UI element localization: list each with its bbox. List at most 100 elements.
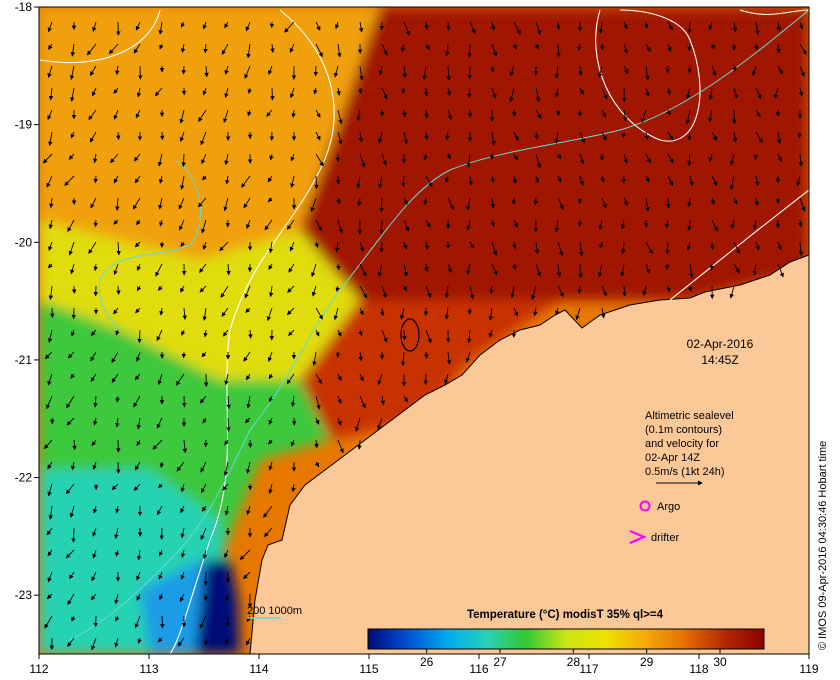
velocity-arrow <box>67 637 75 647</box>
velocity-arrow <box>667 153 674 164</box>
velocity-arrow <box>110 153 119 164</box>
velocity-arrow <box>467 307 473 315</box>
velocity-arrow <box>732 109 737 125</box>
velocity-arrow <box>69 571 75 580</box>
sst-yellow-mid <box>39 220 360 380</box>
velocity-arrow <box>557 241 564 257</box>
velocity-arrow <box>158 197 163 210</box>
velocity-arrow <box>136 593 141 601</box>
velocity-arrow <box>577 43 582 52</box>
velocity-arrow <box>359 153 366 168</box>
velocity-arrow <box>290 153 295 162</box>
velocity-arrow <box>248 329 253 339</box>
velocity-arrow <box>645 43 651 52</box>
velocity-arrow <box>134 175 141 184</box>
velocity-arrow <box>156 329 163 342</box>
velocity-arrow <box>92 527 97 537</box>
velocity-arrow <box>181 329 186 336</box>
velocity-arrow <box>111 351 119 364</box>
velocity-arrow <box>199 263 207 274</box>
velocity-arrow <box>776 21 782 32</box>
velocity-arrow <box>314 241 319 249</box>
lat-tick-label: -20 <box>15 235 33 249</box>
velocity-arrow <box>424 241 430 250</box>
velocity-arrow <box>601 131 607 141</box>
velocity-arrow <box>48 131 53 147</box>
velocity-arrow <box>314 439 319 449</box>
velocity-arrow <box>158 21 163 35</box>
velocity-arrow <box>179 593 185 603</box>
velocity-arrow <box>556 43 561 58</box>
velocity-arrow <box>180 505 185 514</box>
velocity-arrow <box>575 307 581 321</box>
velocity-arrow <box>239 549 251 561</box>
velocity-arrow <box>179 109 185 124</box>
velocity-arrow <box>90 197 97 209</box>
velocity-arrow <box>202 307 207 321</box>
velocity-arrow <box>732 21 738 33</box>
velocity-arrow <box>49 197 54 209</box>
velocity-arrow <box>446 65 451 81</box>
velocity-arrow <box>688 285 693 292</box>
velocity-arrow <box>381 43 388 56</box>
lat-tick-label: -21 <box>15 353 33 367</box>
velocity-arrow <box>687 21 692 34</box>
velocity-arrow <box>687 131 692 141</box>
velocity-arrow <box>224 637 230 645</box>
velocity-arrow <box>510 285 515 299</box>
velocity-arrow <box>47 483 53 497</box>
velocity-arrow <box>711 131 718 141</box>
velocity-arrow <box>72 439 77 451</box>
velocity-arrow <box>354 417 361 432</box>
velocity-arrow <box>225 175 230 185</box>
velocity-arrow <box>535 153 542 169</box>
velocity-arrow <box>46 395 53 410</box>
velocity-arrow <box>113 87 119 95</box>
velocity-arrow <box>711 175 718 187</box>
velocity-arrow <box>47 549 53 557</box>
velocity-arrow <box>180 175 185 190</box>
velocity-arrow <box>466 219 471 231</box>
velocity-arrow <box>136 549 142 561</box>
velocity-arrow <box>315 373 322 385</box>
velocity-arrow <box>223 197 229 212</box>
velocity-arrow <box>136 285 142 292</box>
velocity-arrow <box>47 461 53 470</box>
velocity-arrow <box>402 65 408 79</box>
velocity-arrow <box>157 637 163 643</box>
velocity-arrow <box>620 219 626 230</box>
drifter-label: drifter <box>651 532 679 544</box>
altimetry-line: Altimetric sealevel <box>645 410 734 422</box>
velocity-arrow <box>513 21 521 35</box>
velocity-arrow <box>181 65 186 75</box>
velocity-arrow <box>708 87 713 101</box>
velocity-arrow <box>315 219 322 232</box>
velocity-arrow <box>424 131 429 141</box>
velocity-arrow <box>689 175 694 187</box>
velocity-arrow <box>423 197 428 205</box>
velocity-arrow <box>356 175 361 189</box>
velocity-arrow <box>71 527 76 543</box>
velocity-arrow <box>315 43 323 58</box>
velocity-arrow <box>777 263 784 278</box>
velocity-arrow <box>180 21 185 28</box>
velocity-arrow <box>444 373 449 385</box>
map-plot <box>39 7 809 654</box>
velocity-arrow <box>645 175 650 183</box>
velocity-arrow <box>534 131 539 140</box>
velocity-arrow <box>334 241 340 253</box>
velocity-arrow <box>402 285 407 292</box>
velocity-arrow <box>93 219 98 228</box>
velocity-arrow <box>290 439 295 447</box>
velocity-arrow <box>667 43 672 53</box>
velocity-arrow <box>203 329 208 338</box>
velocity-arrow <box>509 65 515 77</box>
velocity-arrow <box>114 527 119 540</box>
lat-tick-label: -19 <box>15 118 33 132</box>
velocity-arrow <box>425 329 432 344</box>
velocity-arrow <box>490 21 496 31</box>
velocity-arrow <box>358 329 363 337</box>
velocity-arrow <box>286 219 295 230</box>
velocity-arrow <box>136 571 141 581</box>
